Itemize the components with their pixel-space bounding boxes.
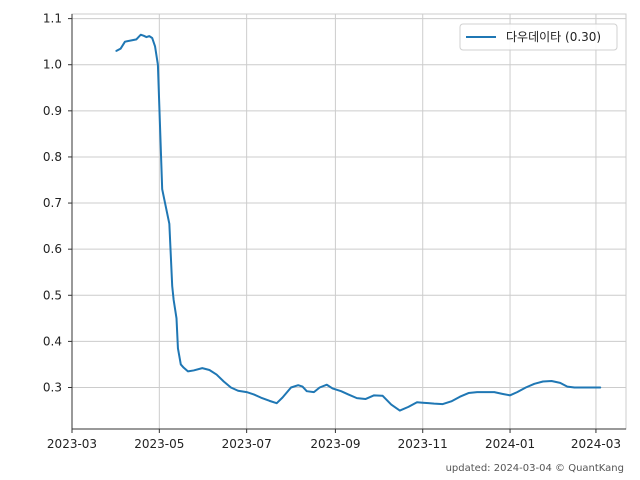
footer-credit: updated: 2024-03-04 © QuantKang	[445, 463, 624, 474]
x-tick-label: 2023-07	[222, 437, 272, 451]
series-layer	[115, 33, 602, 412]
x-tick-label: 2023-03	[47, 437, 97, 451]
x-axis-ticks: 2023-03 2023-05 2023-07 2023-09 2023-11 2024-…	[47, 429, 621, 451]
y-tick-label: 0.3	[43, 381, 62, 395]
x-tick-label: 2024-01	[485, 437, 535, 451]
y-tick-label: 0.4	[43, 334, 62, 348]
legend-label: 다우데이타 (0.30)	[506, 30, 601, 44]
y-axis-ticks: 0.3 0.4 0.5 0.6 0.7 0.8 0.9 1.0 1.1	[43, 12, 72, 395]
y-tick-label: 1.1	[43, 12, 62, 26]
y-tick-label: 0.9	[43, 104, 62, 118]
series-line-0	[115, 33, 602, 412]
y-tick-label: 1.0	[43, 58, 62, 72]
x-tick-label: 2023-11	[398, 437, 448, 451]
y-tick-label: 0.7	[43, 196, 62, 210]
axes-frame	[71, 13, 627, 430]
x-tick-label: 2023-09	[310, 437, 360, 451]
y-tick-label: 0.6	[43, 242, 62, 256]
x-tick-label: 2024-03	[571, 437, 621, 451]
legend-box	[459, 23, 618, 51]
y-tick-label: 0.8	[43, 150, 62, 164]
x-tick-label: 2023-05	[134, 437, 184, 451]
legend: 다우데이타 (0.30)	[459, 23, 618, 51]
plot-background	[72, 14, 626, 429]
y-tick-label: 0.5	[43, 288, 62, 302]
